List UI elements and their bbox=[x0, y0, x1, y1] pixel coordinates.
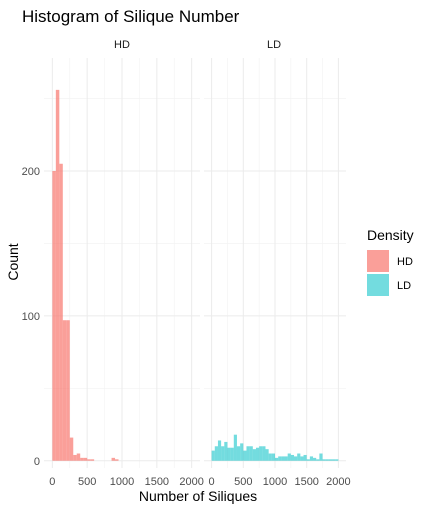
histogram-bar-hd bbox=[66, 320, 70, 461]
histogram-bar-ld bbox=[224, 441, 228, 461]
histogram-bar-ld bbox=[262, 446, 266, 461]
panel-hd bbox=[44, 58, 200, 468]
x-tick-label: 1500 bbox=[145, 476, 169, 488]
y-axis-ticks: 0 100 200 bbox=[22, 166, 40, 468]
histogram-bar-ld bbox=[259, 446, 263, 461]
x-tick-label: 1500 bbox=[294, 476, 318, 488]
histogram-bar-ld bbox=[240, 443, 244, 461]
histogram-bar-hd bbox=[59, 163, 63, 461]
histogram-bar-ld bbox=[233, 434, 237, 461]
histogram-bar-ld bbox=[297, 453, 301, 461]
histogram-bar-ld bbox=[265, 449, 269, 461]
histogram-bar-ld bbox=[255, 447, 260, 461]
histogram-bar-ld bbox=[309, 456, 314, 461]
histogram-bar-hd bbox=[69, 437, 74, 461]
histogram-bar-ld bbox=[294, 456, 298, 461]
histogram-bar-hd bbox=[62, 320, 67, 461]
histogram-bar-ld bbox=[221, 446, 225, 461]
histogram-bar-ld bbox=[313, 457, 317, 461]
histogram-bar-hd bbox=[73, 454, 77, 461]
histogram-bar-ld bbox=[316, 459, 320, 461]
chart-title: Histogram of Silique Number bbox=[22, 7, 240, 26]
panel-ld bbox=[204, 58, 346, 468]
legend-key-ld bbox=[367, 274, 389, 296]
x-tick-label: 0 bbox=[49, 476, 55, 488]
y-tick-label: 100 bbox=[22, 311, 40, 323]
histogram-bar-ld bbox=[281, 456, 285, 461]
histogram-bar-ld bbox=[275, 457, 279, 461]
gridlines-hd bbox=[44, 58, 200, 468]
histogram-bar-hd bbox=[52, 171, 56, 461]
histogram-bar-ld bbox=[335, 459, 339, 461]
histogram-bar-ld bbox=[284, 456, 288, 461]
histogram-bar-hd bbox=[87, 459, 91, 461]
histogram-bar-ld bbox=[252, 449, 256, 461]
x-tick-label: 2000 bbox=[326, 476, 350, 488]
histogram-bar-ld bbox=[236, 446, 241, 461]
histogram-bar-ld bbox=[249, 446, 253, 461]
x-axis-title: Number of Siliques bbox=[139, 488, 257, 504]
histogram-bar-ld bbox=[325, 459, 329, 461]
x-tick-label: 1000 bbox=[263, 476, 287, 488]
histogram-bar-hd bbox=[55, 89, 60, 461]
histogram-bar-ld bbox=[287, 453, 291, 461]
histogram-bar-hd bbox=[90, 459, 95, 461]
histogram-bar-ld bbox=[271, 453, 275, 461]
bars-hd bbox=[52, 89, 119, 461]
x-tick-label: 0 bbox=[209, 476, 215, 488]
x-tick-label: 1000 bbox=[110, 476, 134, 488]
histogram-bar-hd bbox=[80, 457, 84, 461]
bars-ld bbox=[211, 434, 339, 461]
gridlines-ld bbox=[204, 58, 346, 468]
histogram-bar-ld bbox=[268, 453, 272, 461]
y-tick-label: 0 bbox=[34, 456, 40, 468]
histogram-bar-ld bbox=[243, 450, 247, 461]
legend-key-hd bbox=[367, 250, 389, 272]
histogram-bar-ld bbox=[217, 440, 222, 461]
histogram-bar-hd bbox=[83, 457, 88, 461]
x-tick-label: 2000 bbox=[179, 476, 203, 488]
histogram-bar-ld bbox=[328, 459, 333, 461]
facet-strip-hd: HD bbox=[114, 39, 130, 51]
histogram-bar-ld bbox=[300, 456, 304, 461]
histogram-bar-ld bbox=[306, 459, 310, 461]
y-tick-label: 200 bbox=[22, 166, 40, 178]
x-tick-label: 500 bbox=[234, 476, 252, 488]
histogram-bar-ld bbox=[227, 447, 231, 461]
legend-label-hd: HD bbox=[397, 256, 413, 268]
facet-strip-ld: LD bbox=[267, 39, 281, 51]
legend-keys: HD LD bbox=[367, 250, 413, 296]
legend-title: Density bbox=[367, 227, 414, 243]
histogram-bar-ld bbox=[319, 453, 323, 461]
histogram-bar-ld bbox=[230, 447, 234, 461]
histogram-bar-hd bbox=[111, 457, 116, 461]
histogram-bar-ld bbox=[214, 446, 218, 461]
histogram-bar-ld bbox=[246, 446, 250, 461]
y-axis-title: Count bbox=[5, 243, 21, 280]
histogram-bar-ld bbox=[278, 456, 282, 461]
histogram-bar-hd bbox=[76, 453, 81, 461]
histogram-bar-ld bbox=[332, 459, 336, 461]
legend-label-ld: LD bbox=[397, 280, 411, 292]
histogram-bar-ld bbox=[211, 450, 215, 461]
histogram-bar-ld bbox=[290, 454, 295, 461]
histogram-bar-ld bbox=[303, 454, 307, 461]
histogram-bar-hd bbox=[115, 459, 119, 461]
x-tick-label: 500 bbox=[78, 476, 96, 488]
x-axis-ticks: 0 500 1000 1500 2000 0 500 1000 1500 2000 bbox=[49, 476, 350, 488]
histogram-bar-ld bbox=[322, 459, 326, 461]
legend: Density HD LD bbox=[367, 227, 414, 296]
